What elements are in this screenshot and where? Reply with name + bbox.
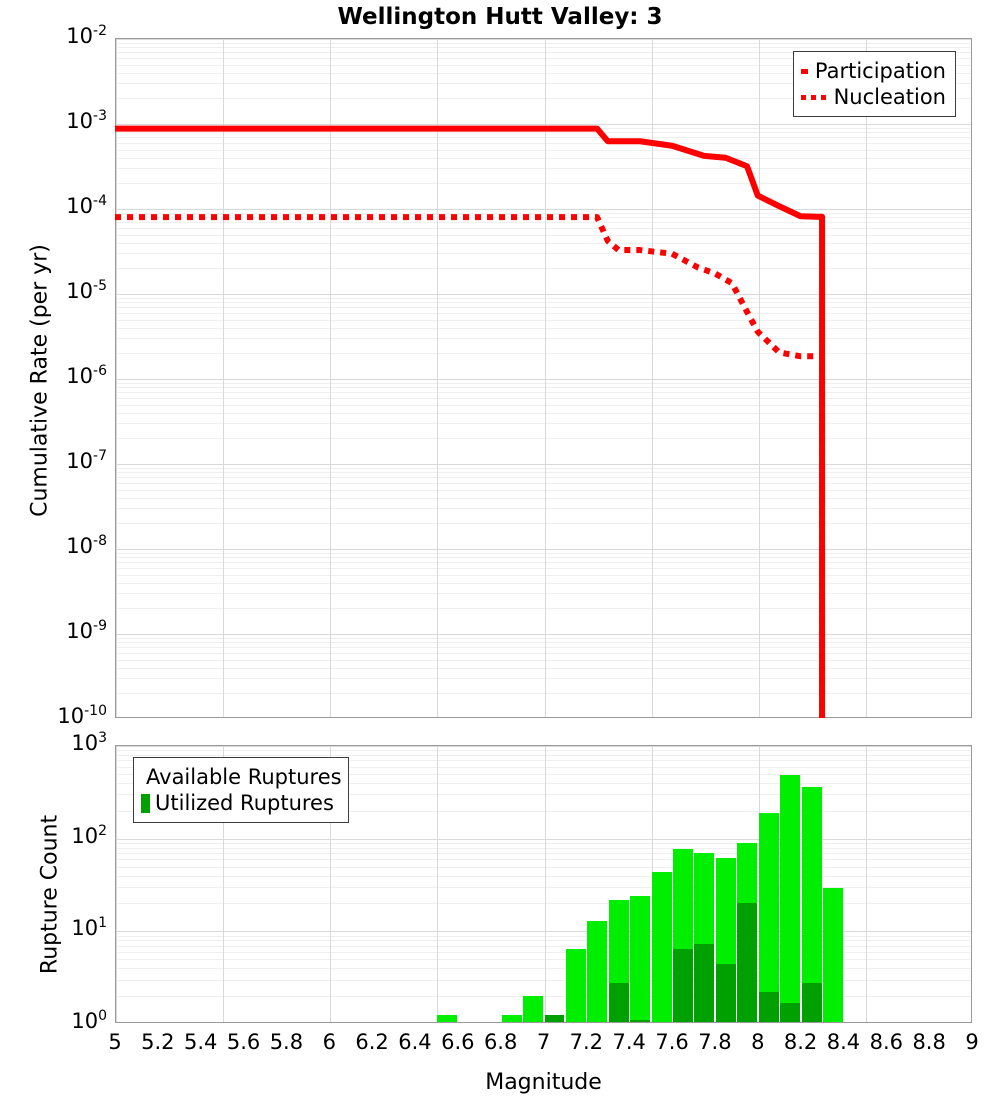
dotted-line-swatch-icon [801, 94, 827, 100]
x-tick-label: 5 [108, 1030, 122, 1054]
x-tick-label: 6.2 [355, 1030, 389, 1054]
y-tick-label: 10-8 [66, 533, 107, 558]
top-plot-gridlines [116, 39, 971, 717]
x-tick-label: 6.6 [441, 1030, 475, 1054]
bar-utilized-ruptures [715, 964, 736, 1022]
x-tick-label: 6.4 [398, 1030, 432, 1054]
x-tick-label: 7.8 [698, 1030, 732, 1054]
solid-line-swatch-icon [801, 68, 808, 74]
x-tick-label: 8.8 [912, 1030, 946, 1054]
x-tick-label: 5.2 [141, 1030, 175, 1054]
x-tick-label: 7.2 [569, 1030, 604, 1054]
bar-available-ruptures [801, 787, 822, 1022]
legend-item-utilized-ruptures: Utilized Ruptures [141, 790, 339, 816]
x-tick-label: 6.8 [483, 1030, 518, 1054]
x-tick-label: 8.4 [826, 1030, 861, 1054]
bar-utilized-ruptures [608, 982, 629, 1022]
page-title: Wellington Hutt Valley: 3 [337, 4, 663, 30]
bar-available-ruptures [823, 888, 843, 1022]
y-tick-label: 101 [71, 915, 107, 941]
y-tick-label: 10-7 [66, 448, 107, 473]
rupture-count-plot-area [115, 745, 972, 1023]
bar-available-ruptures [758, 812, 779, 1022]
x-tick-label: 5.4 [183, 1030, 218, 1054]
y-tick-label: 102 [71, 822, 107, 848]
bar-available-ruptures [565, 948, 586, 1022]
bar-available-ruptures [630, 896, 651, 1022]
y-tick-label: 10-6 [66, 363, 107, 388]
x-axis-label: Magnitude [485, 1070, 602, 1095]
bottom-y-axis-label: Rupture Count [37, 814, 63, 975]
x-tick-label: 8.2 [783, 1030, 818, 1054]
y-tick-label: 10-5 [66, 278, 107, 303]
x-tick-label: 8 [751, 1030, 765, 1054]
top-plot-legend: Participation Nucleation [793, 51, 956, 117]
legend-label-participation: Participation [814, 59, 946, 83]
cumulative-rate-plot-area [115, 38, 972, 718]
bar-available-ruptures [501, 1015, 522, 1022]
y-tick-label: 10-3 [66, 108, 107, 133]
x-tick-label: 7.6 [655, 1030, 689, 1054]
bar-utilized-ruptures [737, 903, 758, 1022]
bar-utilized-ruptures [544, 1015, 565, 1022]
nucleation-line [115, 214, 826, 718]
y-tick-label: 103 [71, 730, 107, 755]
participation-line [115, 125, 826, 718]
bottom-plot-legend: Available Ruptures Utilized Ruptures [133, 757, 349, 823]
bar-available-ruptures [523, 996, 543, 1022]
y-tick-label: 10-4 [66, 193, 107, 218]
nucleation-curve [115, 214, 826, 718]
x-tick-label: 9 [965, 1030, 979, 1054]
x-tick-label: 5.8 [269, 1030, 304, 1054]
x-tick-label: 5.6 [226, 1030, 261, 1054]
bar-utilized-ruptures [801, 982, 822, 1022]
x-tick-label: 7 [536, 1030, 551, 1054]
bar-available-ruptures [651, 871, 672, 1022]
y-tick-label: 10-9 [66, 618, 107, 643]
participation-curve [115, 125, 826, 718]
legend-item-participation: Participation [801, 58, 946, 84]
legend-label-nucleation: Nucleation [833, 85, 946, 109]
bar-utilized-ruptures [630, 1020, 651, 1022]
bar-utilized-ruptures [673, 948, 693, 1022]
x-tick-label: 6 [322, 1030, 336, 1054]
utilized-ruptures-swatch-icon [141, 793, 150, 813]
bar-utilized-ruptures [780, 1002, 801, 1022]
x-tick-label: 7.4 [612, 1030, 646, 1054]
bar-available-ruptures [780, 774, 801, 1022]
bar-utilized-ruptures [694, 943, 715, 1022]
y-tick-label: 100 [71, 1008, 107, 1033]
legend-label-available-ruptures: Available Ruptures [146, 765, 342, 789]
legend-item-available-ruptures: Available Ruptures [141, 764, 342, 790]
x-tick-label: 8.6 [869, 1030, 903, 1054]
y-tick-label: 10-2 [66, 23, 107, 48]
legend-item-nucleation: Nucleation [801, 84, 946, 110]
y-tick-label: 10-10 [57, 703, 107, 728]
legend-label-utilized-ruptures: Utilized Ruptures [155, 791, 334, 815]
bar-utilized-ruptures [758, 992, 779, 1022]
bar-available-ruptures [587, 920, 608, 1022]
bottom-plot-gridlines [116, 746, 971, 1022]
bar-available-ruptures [437, 1015, 458, 1022]
